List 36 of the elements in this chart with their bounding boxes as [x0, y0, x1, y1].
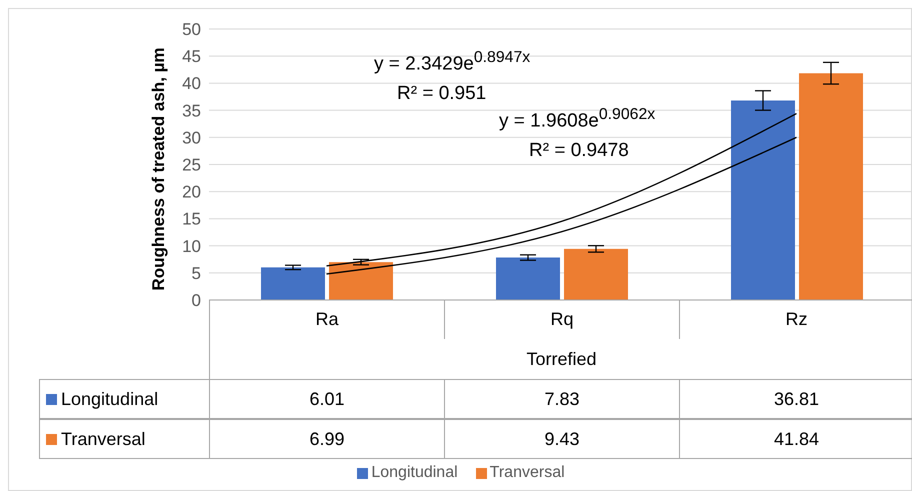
y-tick-label: 50	[182, 20, 201, 40]
bar	[731, 100, 795, 300]
bar	[329, 262, 393, 300]
y-tick-label: 25	[182, 156, 201, 175]
y-tick-label: 10	[182, 236, 201, 256]
legend-label: Longitudinal	[39, 379, 209, 419]
y-axis-title: Roughness of treated ash, µm	[149, 47, 169, 291]
bar	[261, 267, 325, 300]
annotation: R² = 0.951	[397, 83, 486, 105]
text: Longitudinal	[371, 464, 458, 481]
text: Tranversal	[61, 428, 146, 448]
y-tick-label: 45	[182, 47, 201, 66]
y-tick-label: 5	[192, 264, 201, 283]
data-label: 7.83	[444, 379, 680, 419]
bar	[799, 73, 863, 300]
y-tick-label: 40	[182, 74, 201, 94]
y-tick-label: 15	[182, 210, 201, 229]
data-label: 9.43	[444, 419, 680, 459]
data-label: 6.01	[209, 379, 445, 419]
y-tick-label: 0	[192, 291, 201, 310]
x-tick-label: Rz	[679, 300, 912, 339]
y-tick-label: 30	[182, 128, 201, 148]
annotation: R² = 0.9478	[529, 140, 629, 162]
data-label: 36.81	[679, 379, 912, 419]
annotation: y = 2.3429e$^{0.8947x}$	[374, 49, 530, 76]
legend-label: Tranversal	[488, 464, 565, 482]
x-axis-title: Torrefied	[209, 339, 912, 379]
y-tick-label: 35	[182, 101, 201, 120]
y-tick-label: 20	[182, 182, 201, 202]
data-label: 6.99	[209, 419, 445, 459]
x-tick-label: Ra	[209, 300, 444, 339]
bar	[496, 258, 560, 300]
bar	[564, 248, 628, 300]
x-tick-label: Rq	[444, 300, 679, 339]
data-label: 41.84	[679, 419, 912, 459]
annotation: y = 1.9608e$^{0.9062x}$	[499, 106, 656, 132]
